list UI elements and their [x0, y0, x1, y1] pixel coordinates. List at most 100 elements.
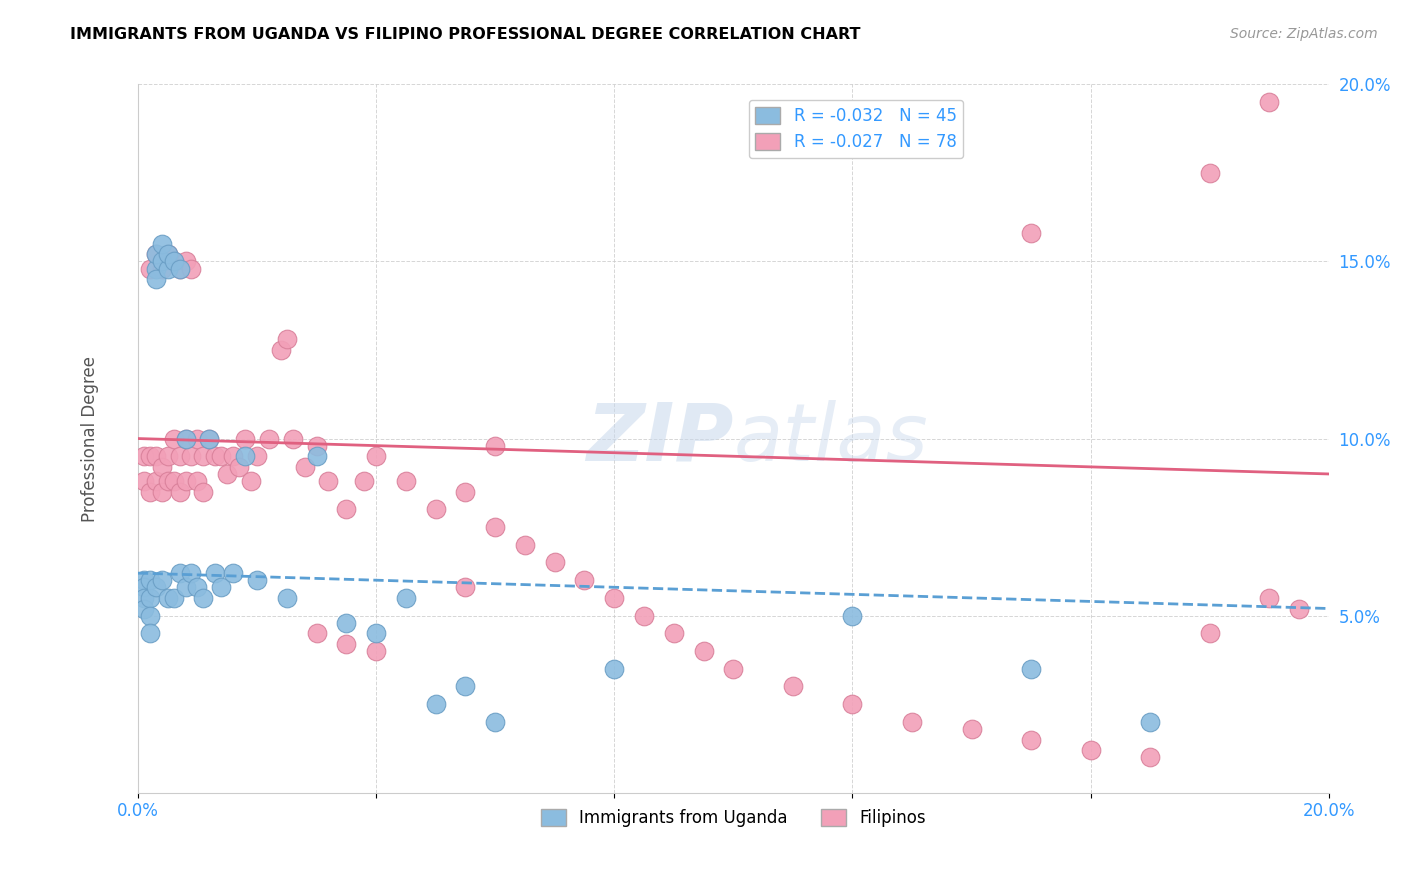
Text: Professional Degree: Professional Degree [82, 356, 100, 522]
Point [139, 449, 162, 463]
Point [454, 484, 477, 499]
Point [1288, 601, 1310, 615]
Point [1258, 95, 1281, 110]
Point [233, 432, 256, 446]
Point [145, 449, 167, 463]
Point [1080, 743, 1102, 757]
Point [169, 261, 191, 276]
Point [484, 520, 506, 534]
Point [150, 254, 173, 268]
Point [150, 459, 173, 474]
Point [960, 722, 983, 736]
Point [150, 236, 173, 251]
Point [186, 580, 208, 594]
Point [174, 580, 197, 594]
Point [246, 449, 269, 463]
Point [544, 556, 567, 570]
Point [1019, 732, 1042, 747]
Point [222, 449, 245, 463]
Point [132, 474, 155, 488]
Point [209, 449, 232, 463]
Point [246, 573, 269, 587]
Point [335, 637, 357, 651]
Point [139, 484, 162, 499]
Point [723, 662, 745, 676]
Point [395, 591, 418, 605]
Point [240, 474, 263, 488]
Point [174, 254, 197, 268]
Point [186, 432, 208, 446]
Point [139, 591, 162, 605]
Point [364, 644, 387, 658]
Point [139, 626, 162, 640]
Point [186, 474, 208, 488]
Point [1019, 662, 1042, 676]
Point [513, 538, 536, 552]
Point [841, 608, 863, 623]
Point [454, 680, 477, 694]
Point [395, 474, 418, 488]
Point [156, 591, 179, 605]
Point [132, 591, 155, 605]
Point [156, 449, 179, 463]
Point [156, 474, 179, 488]
Point [174, 474, 197, 488]
Point [132, 580, 155, 594]
Point [335, 615, 357, 630]
Point [901, 714, 924, 729]
Point [180, 449, 202, 463]
Point [454, 580, 477, 594]
Point [692, 644, 714, 658]
Point [364, 626, 387, 640]
Point [145, 261, 167, 276]
Point [145, 580, 167, 594]
Point [169, 261, 191, 276]
Point [270, 343, 292, 357]
Point [603, 662, 626, 676]
Point [132, 449, 155, 463]
Point [276, 332, 298, 346]
Point [162, 591, 184, 605]
Text: Source: ZipAtlas.com: Source: ZipAtlas.com [1230, 27, 1378, 41]
Point [484, 439, 506, 453]
Point [180, 261, 202, 276]
Point [276, 591, 298, 605]
Point [198, 432, 221, 446]
Point [335, 502, 357, 516]
Point [169, 449, 191, 463]
Point [162, 474, 184, 488]
Point [209, 580, 232, 594]
Text: IMMIGRANTS FROM UGANDA VS FILIPINO PROFESSIONAL DEGREE CORRELATION CHART: IMMIGRANTS FROM UGANDA VS FILIPINO PROFE… [70, 27, 860, 42]
Point [228, 459, 250, 474]
Point [425, 502, 447, 516]
Point [425, 697, 447, 711]
Point [132, 601, 155, 615]
Point [180, 566, 202, 580]
Point [132, 573, 155, 587]
Point [217, 467, 239, 481]
Point [150, 484, 173, 499]
Point [1139, 714, 1161, 729]
Point [318, 474, 340, 488]
Point [841, 697, 863, 711]
Point [193, 449, 215, 463]
Point [156, 261, 179, 276]
Point [139, 573, 162, 587]
Point [1258, 591, 1281, 605]
Point [145, 272, 167, 286]
Point [139, 608, 162, 623]
Point [305, 626, 328, 640]
Point [233, 449, 256, 463]
Point [139, 261, 162, 276]
Point [174, 432, 197, 446]
Point [169, 484, 191, 499]
Legend: Immigrants from Uganda, Filipinos: Immigrants from Uganda, Filipinos [534, 803, 932, 834]
Point [305, 439, 328, 453]
Point [156, 247, 179, 261]
Point [198, 432, 221, 446]
Point [169, 566, 191, 580]
Point [1019, 226, 1042, 240]
Point [633, 608, 655, 623]
Point [156, 247, 179, 261]
Point [662, 626, 685, 640]
